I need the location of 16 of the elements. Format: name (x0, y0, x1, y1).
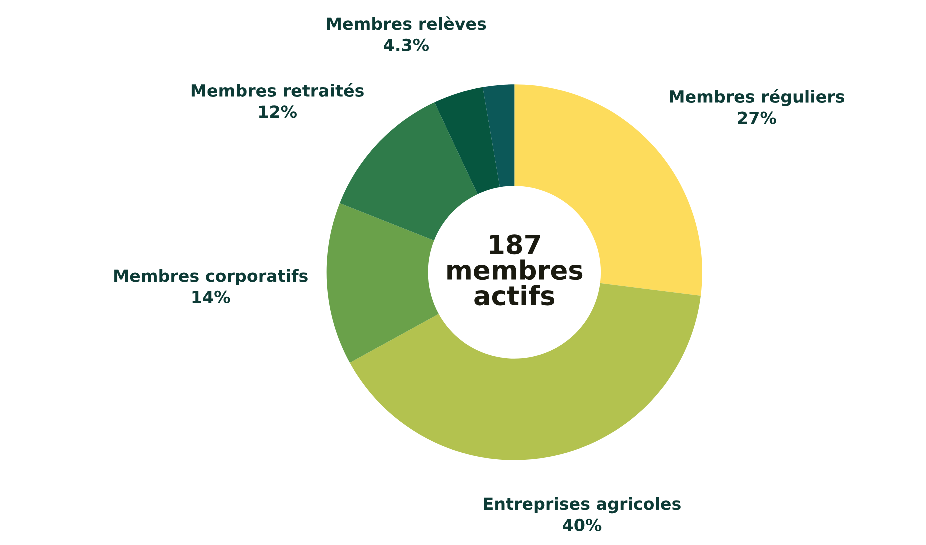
data-label: 4.3% (384, 38, 430, 52)
donut-slice (340, 102, 478, 241)
data-label: 27% (738, 112, 776, 124)
donut-slice (326, 203, 439, 363)
slice-label: Membres retraités (192, 83, 364, 98)
donut-slice (350, 283, 701, 460)
data-label: 14% (192, 290, 230, 304)
slice-label: Membres corporatifs (114, 269, 308, 286)
slice-label: Membres réguliers (670, 89, 844, 106)
donut-slice (482, 84, 515, 188)
donut-slice (434, 87, 500, 194)
slice-label: Entreprises agricoles (484, 497, 681, 514)
text: 187 membres actifs (448, 234, 583, 306)
data-label: 12% (260, 106, 297, 118)
slice-label: Membres relèves (327, 16, 486, 30)
data-label: 40% (563, 518, 602, 532)
